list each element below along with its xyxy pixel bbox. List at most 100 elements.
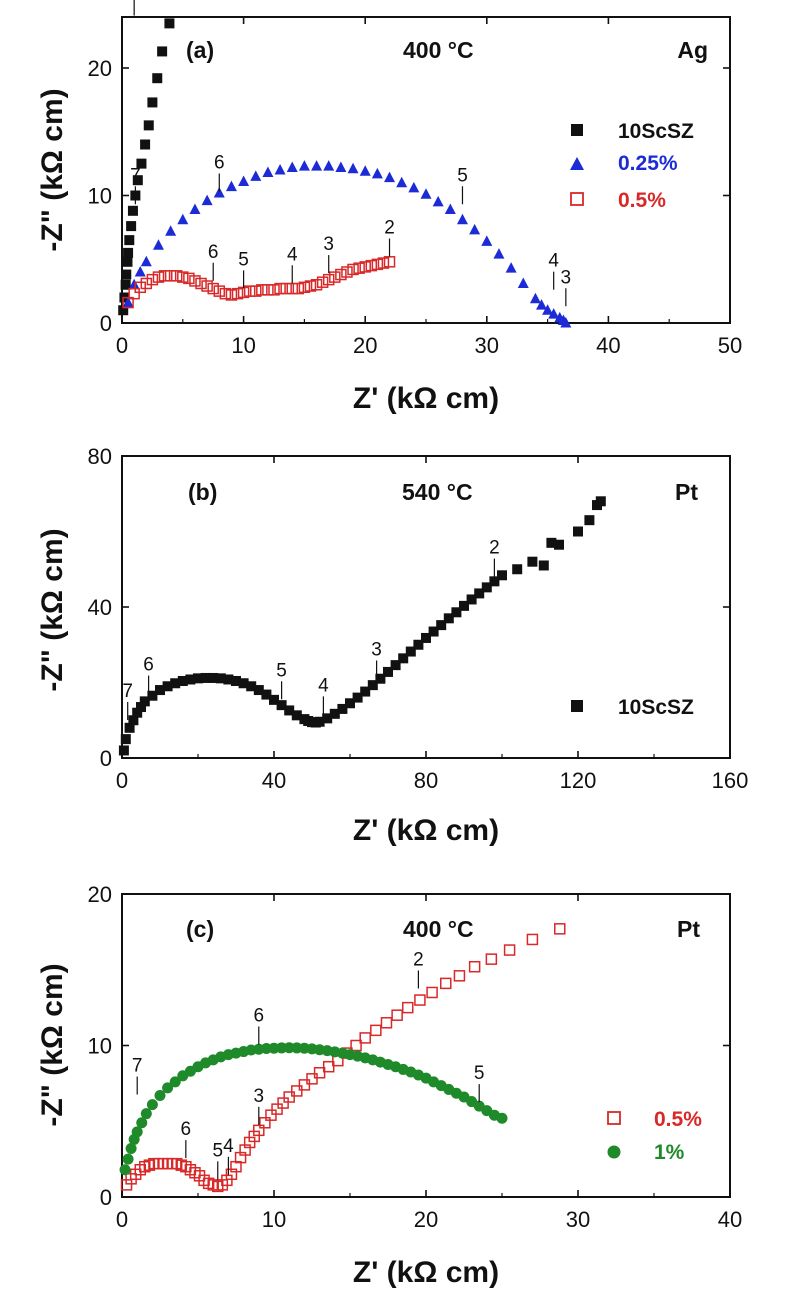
- point-10scsz: [223, 674, 234, 685]
- point-05: [146, 273, 159, 286]
- point-05: [402, 1001, 414, 1014]
- point-025: [420, 188, 432, 199]
- point-10scsz: [200, 672, 211, 683]
- x-tick-label: 20: [414, 1207, 438, 1232]
- point-05: [377, 257, 390, 269]
- point-1: [146, 1099, 158, 1111]
- point-10scsz: [193, 673, 203, 684]
- point-05: [554, 923, 566, 935]
- point-10scsz: [170, 678, 181, 689]
- point-05: [298, 1079, 311, 1091]
- point-05: [207, 282, 219, 295]
- point-10scsz: [276, 700, 287, 711]
- point-10scsz: [291, 710, 302, 721]
- point-05: [231, 287, 244, 300]
- legend-label-05pct: 0.5%: [618, 189, 666, 212]
- legend-marker-10scsz-b: [571, 700, 583, 712]
- point-05: [359, 1032, 371, 1044]
- annotation-label: 3: [371, 640, 382, 661]
- point-05: [280, 282, 292, 295]
- point-025: [444, 203, 456, 215]
- point-10scsz: [538, 560, 549, 571]
- point-025: [493, 248, 505, 259]
- point-025: [152, 239, 164, 250]
- point-10scsz: [128, 715, 139, 726]
- panel-c-legend: 0.5% 1%: [607, 1108, 702, 1164]
- point-05: [122, 296, 134, 309]
- point-10scsz: [436, 620, 447, 631]
- point-10scsz: [428, 626, 439, 637]
- point-025: [140, 255, 152, 267]
- point-10scsz: [322, 713, 333, 724]
- panel-c-marks: [119, 923, 566, 1193]
- panel-a-legend: 10ScSZ 0.25% 0.5%: [570, 120, 694, 212]
- panel-b-axis-ticks: 0 40 80 120 160 0 40 80: [88, 444, 749, 793]
- point-025: [560, 317, 572, 328]
- point-05: [277, 1097, 289, 1109]
- point-10scsz: [123, 247, 134, 258]
- point-025: [201, 194, 213, 206]
- point-10scsz: [352, 692, 363, 703]
- annotation-label: 7: [130, 165, 141, 186]
- panel-a-marks: [118, 18, 572, 328]
- point-05: [310, 279, 323, 291]
- point-05: [253, 1124, 265, 1137]
- point-05: [283, 1091, 295, 1103]
- point-05: [201, 280, 213, 292]
- point-10scsz: [122, 256, 133, 267]
- point-025: [311, 160, 323, 171]
- point-025: [128, 278, 140, 290]
- point-05: [259, 1117, 271, 1129]
- point-025: [517, 277, 529, 288]
- y-tick-label: 0: [100, 311, 112, 336]
- point-025: [469, 223, 481, 235]
- annotation-label: 3: [561, 267, 572, 288]
- point-10scsz: [164, 18, 175, 29]
- point-05: [219, 287, 232, 300]
- point-05: [350, 1039, 362, 1052]
- point-05: [189, 275, 201, 287]
- annotation-label: 7: [122, 681, 133, 702]
- point-025: [347, 162, 359, 174]
- point-05: [170, 270, 183, 282]
- point-05: [383, 256, 396, 268]
- point-05: [128, 287, 140, 300]
- y-tick-label: 10: [88, 184, 112, 209]
- panel-c-xlabel: Z' (kΩ cm): [353, 1256, 499, 1289]
- panel-a-annotations: 67654365432: [130, 0, 572, 307]
- point-05: [265, 1109, 277, 1121]
- panel-b: 0 40 80 120 160 0 40 80 76 5 4 3 2 (b) 540 °C Pt Z'…: [36, 444, 748, 847]
- point-10scsz: [367, 680, 378, 691]
- annotation-label: 2: [489, 538, 500, 559]
- x-tick-label: 0: [116, 333, 128, 358]
- point-05: [353, 262, 365, 274]
- point-10scsz: [215, 673, 226, 684]
- point-05: [322, 273, 335, 286]
- point-10scsz: [253, 685, 264, 696]
- point-05: [243, 285, 256, 297]
- point-10scsz: [345, 698, 355, 709]
- panel-b-annotations: 76 5 4 3 2: [122, 538, 500, 721]
- legend-label-1pct-c: 1%: [654, 1141, 685, 1164]
- point-10scsz: [118, 745, 129, 756]
- point-025: [262, 166, 274, 178]
- point-10scsz: [489, 576, 500, 587]
- annotation-label: 4: [318, 675, 329, 696]
- point-025: [481, 235, 493, 246]
- point-025: [189, 203, 201, 215]
- point-10scsz: [120, 734, 131, 745]
- point-10scsz: [329, 708, 340, 719]
- point-05: [347, 263, 359, 276]
- x-tick-label: 160: [712, 768, 749, 793]
- panel-a-title: 400 °C: [403, 37, 474, 63]
- point-05: [322, 1060, 335, 1073]
- y-tick-label: 10: [88, 1034, 112, 1059]
- panel-b-electrode: Pt: [675, 479, 698, 505]
- point-10scsz: [157, 46, 168, 57]
- point-05: [183, 272, 195, 285]
- panel-b-ylabel: -Z" (kΩ cm): [36, 528, 69, 691]
- point-10scsz: [405, 646, 416, 657]
- annotation-label: 2: [384, 218, 395, 239]
- point-05: [313, 1067, 326, 1079]
